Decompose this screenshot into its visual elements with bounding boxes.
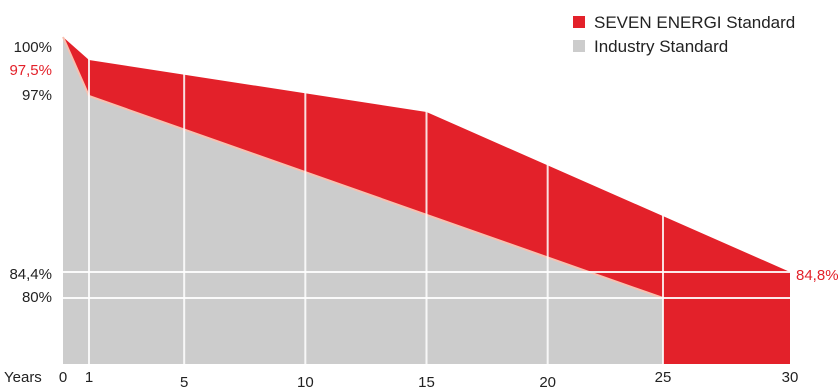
x-axis-label: Years — [4, 369, 42, 386]
end-value-label: 84,8% — [796, 267, 838, 284]
legend-label-industry: Industry Standard — [594, 37, 728, 56]
x-tick-label: 20 — [539, 374, 556, 389]
legend-label-seven-energi: SEVEN ENERGI Standard — [594, 13, 795, 32]
y-tick-label: 84,4% — [9, 266, 52, 283]
chart-grid — [63, 40, 790, 364]
x-tick-label: 25 — [655, 369, 672, 386]
chart-legend: SEVEN ENERGI Standard Industry Standard — [573, 13, 795, 56]
area-industry-standard — [63, 37, 663, 364]
y-tick-label: 97,5% — [9, 62, 52, 79]
x-tick-label: 5 — [180, 374, 188, 389]
x-tick-label: 0 — [59, 369, 67, 386]
x-tick-label: 30 — [782, 369, 799, 386]
x-tick-label: 1 — [85, 369, 93, 386]
x-tick-label: 10 — [297, 374, 314, 389]
y-axis-ticks: 100% 97,5% 97% 84,4% 80% — [9, 39, 52, 306]
x-axis-ticks: 0 1 5 10 15 20 25 30 — [59, 369, 799, 389]
y-tick-label: 100% — [14, 39, 52, 56]
y-tick-label: 97% — [22, 87, 52, 104]
x-tick-label: 15 — [418, 374, 435, 389]
legend-swatch-seven-energi — [573, 16, 585, 28]
y-tick-label: 80% — [22, 289, 52, 306]
legend-swatch-industry — [573, 40, 585, 52]
